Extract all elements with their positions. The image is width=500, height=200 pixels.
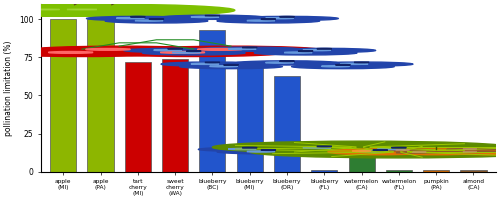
Circle shape	[317, 146, 332, 147]
Ellipse shape	[396, 152, 450, 153]
Circle shape	[205, 62, 220, 63]
Circle shape	[354, 62, 369, 63]
Circle shape	[310, 62, 413, 66]
Circle shape	[303, 50, 331, 51]
Circle shape	[154, 50, 182, 51]
Bar	[88, 19, 114, 172]
Circle shape	[142, 51, 245, 55]
Circle shape	[273, 146, 376, 150]
Circle shape	[135, 20, 163, 21]
Bar	[423, 170, 449, 172]
Ellipse shape	[446, 151, 500, 153]
Circle shape	[161, 15, 264, 19]
Circle shape	[292, 64, 394, 69]
Circle shape	[30, 46, 208, 53]
Ellipse shape	[30, 9, 60, 10]
Circle shape	[86, 48, 130, 50]
Circle shape	[149, 19, 164, 20]
Circle shape	[261, 19, 276, 20]
Ellipse shape	[380, 149, 433, 151]
Circle shape	[250, 146, 500, 158]
Circle shape	[180, 64, 282, 69]
Circle shape	[116, 18, 144, 19]
Circle shape	[242, 47, 257, 48]
Circle shape	[210, 66, 238, 67]
Circle shape	[161, 62, 264, 66]
Ellipse shape	[328, 149, 432, 155]
Ellipse shape	[446, 148, 500, 150]
Circle shape	[217, 19, 320, 23]
Ellipse shape	[384, 149, 488, 155]
Circle shape	[247, 20, 275, 21]
Circle shape	[340, 63, 368, 64]
Circle shape	[191, 63, 219, 64]
Circle shape	[273, 48, 376, 53]
Circle shape	[329, 150, 432, 154]
Bar	[274, 76, 300, 172]
Circle shape	[317, 48, 332, 49]
Circle shape	[160, 52, 205, 53]
Bar	[386, 170, 412, 172]
Circle shape	[266, 18, 293, 19]
Circle shape	[130, 16, 146, 17]
Circle shape	[124, 48, 226, 53]
Circle shape	[0, 49, 172, 57]
Bar	[200, 30, 226, 172]
Circle shape	[280, 61, 294, 62]
Circle shape	[168, 48, 182, 49]
Bar	[348, 156, 374, 172]
Circle shape	[303, 147, 331, 148]
Circle shape	[236, 16, 339, 21]
Circle shape	[284, 52, 312, 53]
Ellipse shape	[440, 149, 500, 155]
Circle shape	[254, 51, 357, 55]
Bar	[236, 62, 263, 172]
Circle shape	[348, 147, 450, 151]
Circle shape	[228, 148, 256, 150]
Ellipse shape	[75, 2, 126, 3]
Ellipse shape	[67, 9, 97, 10]
Circle shape	[242, 147, 257, 148]
Y-axis label: pollination limitation (%): pollination limitation (%)	[4, 40, 13, 136]
Circle shape	[228, 48, 256, 49]
Ellipse shape	[112, 2, 163, 3]
Circle shape	[236, 61, 339, 65]
Ellipse shape	[497, 152, 500, 153]
Ellipse shape	[463, 151, 476, 152]
Circle shape	[198, 147, 301, 151]
Circle shape	[280, 16, 294, 17]
Circle shape	[266, 62, 293, 63]
Circle shape	[247, 151, 275, 152]
Bar	[311, 170, 338, 172]
Circle shape	[48, 52, 93, 53]
Circle shape	[191, 16, 219, 18]
Circle shape	[392, 147, 406, 148]
Circle shape	[212, 141, 500, 153]
Circle shape	[104, 49, 284, 57]
Circle shape	[86, 16, 189, 21]
Ellipse shape	[0, 4, 198, 16]
Circle shape	[359, 151, 387, 152]
Circle shape	[322, 66, 349, 67]
Circle shape	[198, 48, 242, 50]
Circle shape	[142, 46, 320, 53]
Ellipse shape	[352, 150, 371, 152]
Ellipse shape	[0, 4, 235, 16]
Circle shape	[105, 19, 208, 23]
Circle shape	[378, 148, 406, 150]
Circle shape	[172, 52, 201, 53]
Circle shape	[205, 15, 220, 16]
Bar	[460, 170, 486, 172]
Bar	[50, 19, 76, 172]
Circle shape	[217, 150, 320, 154]
Bar	[162, 59, 188, 172]
Bar	[125, 62, 151, 172]
Circle shape	[198, 47, 301, 51]
